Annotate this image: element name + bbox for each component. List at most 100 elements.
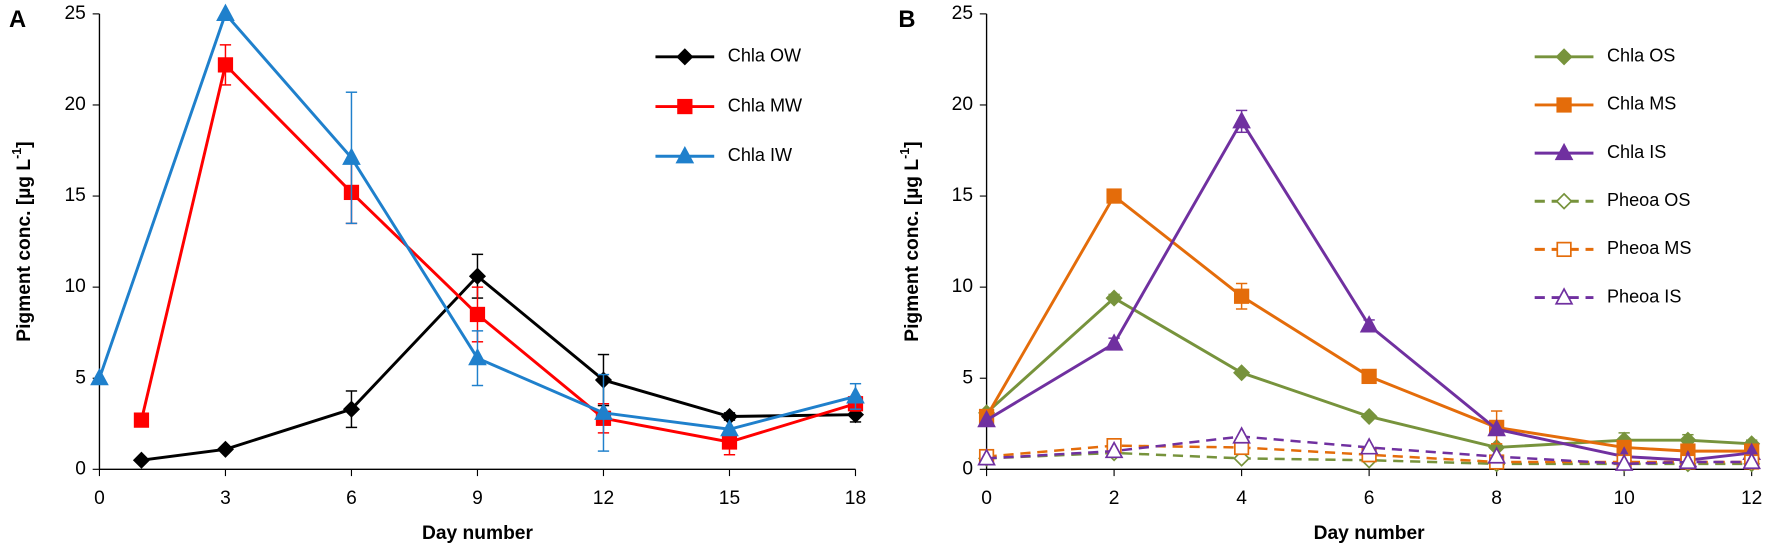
- data-point: [1360, 407, 1378, 426]
- data-point: [1361, 368, 1377, 385]
- x-tick-label: 6: [346, 488, 357, 509]
- data-point: [468, 267, 487, 285]
- legend-label: Pheoa OS: [1607, 190, 1690, 210]
- y-axis-label: Pigment conc. [µg L-1]: [898, 141, 923, 341]
- data-point: [846, 386, 865, 404]
- data-point: [469, 306, 486, 323]
- data-point: [90, 367, 109, 386]
- data-point: [217, 57, 234, 73]
- x-tick-label: 0: [94, 488, 105, 509]
- legend-label: Chla OS: [1607, 46, 1675, 66]
- y-axis-label-part: Pigment conc. [µg L: [14, 159, 35, 342]
- series-line: [985, 296, 1752, 449]
- data-point: [216, 3, 235, 21]
- legend-label: Chla MS: [1607, 94, 1676, 114]
- series-line: [986, 451, 1752, 466]
- panel: B 0 5 10 15 20 25 0 2 4 6 8 10 12 Day number Pigment co…: [898, 3, 1762, 544]
- y-axis-label: Pigment conc. [µg L-1]: [10, 141, 35, 341]
- legend-marker: [1555, 192, 1573, 210]
- legend-label: Pheoa MS: [1607, 238, 1691, 258]
- x-tick-label: 6: [1364, 488, 1375, 509]
- series-line: [985, 118, 1752, 462]
- y-axis-label-part: -1: [10, 148, 24, 159]
- y-axis-label-part: -1: [898, 148, 912, 159]
- series-line: [140, 61, 856, 444]
- data-point: [1233, 288, 1250, 304]
- x-tick-label: 3: [220, 488, 231, 509]
- y-tick-label: 15: [952, 185, 973, 206]
- legend-marker: [1554, 142, 1574, 161]
- y-tick-label: 0: [75, 458, 86, 479]
- legend-marker: [1556, 241, 1572, 258]
- y-tick-label: 5: [962, 367, 973, 388]
- data-point: [1614, 453, 1634, 471]
- x-tick-label: 15: [719, 488, 740, 509]
- data-point: [342, 400, 361, 418]
- x-tick-label: 2: [1109, 488, 1120, 509]
- x-tick-label: 8: [1491, 488, 1502, 509]
- panel: A 0 5 10 15 20 25 0 3 6 9 12 15 18 Day number Pigment c…: [9, 3, 866, 544]
- x-tick-label: 18: [845, 488, 866, 509]
- x-tick-label: 12: [593, 488, 614, 509]
- data-point: [720, 418, 739, 437]
- data-point: [132, 451, 150, 469]
- y-tick-label: 15: [65, 185, 86, 206]
- data-point: [1232, 111, 1251, 129]
- data-point: [1104, 440, 1124, 459]
- legend-label: Chla MW: [728, 95, 802, 115]
- legend-marker: [1555, 48, 1573, 66]
- legend-marker: [677, 98, 693, 115]
- legend-label: Pheoa IS: [1607, 286, 1681, 306]
- data-point: [216, 440, 234, 458]
- x-axis-label: Day number: [422, 523, 534, 544]
- data-point: [133, 412, 150, 428]
- data-point: [594, 402, 613, 420]
- data-point: [1104, 333, 1124, 351]
- data-point: [1106, 188, 1122, 204]
- series-line: [985, 193, 1752, 453]
- x-axis-label: Day number: [1314, 523, 1426, 544]
- series-line: [986, 435, 1752, 466]
- y-tick-label: 20: [952, 94, 973, 115]
- data-point: [1487, 446, 1506, 464]
- y-tick-label: 10: [952, 276, 973, 297]
- data-point: [1233, 364, 1251, 382]
- y-tick-label: 10: [65, 276, 86, 297]
- series-line: [986, 444, 1752, 464]
- data-point: [468, 347, 487, 366]
- data-point: [1678, 451, 1698, 470]
- data-point: [1359, 437, 1379, 455]
- data-point: [721, 434, 738, 450]
- legend-marker: [675, 146, 695, 164]
- data-point: [342, 147, 361, 165]
- data-point: [1105, 289, 1123, 307]
- data-point: [1232, 426, 1251, 444]
- x-tick-label: 4: [1236, 488, 1247, 509]
- y-tick-label: 0: [962, 458, 973, 479]
- y-tick-label: 5: [75, 367, 86, 388]
- data-point: [1487, 418, 1506, 437]
- x-tick-label: 0: [981, 488, 992, 509]
- legend-label: Chla IW: [728, 145, 792, 165]
- y-tick-label: 25: [952, 3, 973, 24]
- y-tick-label: 25: [65, 3, 86, 24]
- legend-marker: [676, 48, 694, 66]
- x-tick-label: 12: [1741, 488, 1762, 509]
- x-tick-label: 10: [1613, 488, 1634, 509]
- y-axis-label-part: ]: [14, 141, 35, 147]
- legend-label: Chla OW: [728, 46, 801, 66]
- data-point: [1359, 315, 1379, 333]
- data-point: [977, 448, 996, 466]
- y-tick-label: 20: [65, 94, 86, 115]
- x-tick-label: 9: [472, 488, 483, 509]
- y-axis-label-part: ]: [902, 141, 923, 147]
- legend-marker: [1556, 97, 1572, 113]
- data-point: [1742, 451, 1761, 470]
- panel-label: A: [9, 7, 26, 33]
- legend-label: Chla IS: [1607, 142, 1666, 162]
- panel-label: B: [898, 7, 915, 33]
- data-point: [977, 409, 996, 428]
- y-axis-label-part: Pigment conc. [µg L: [902, 159, 923, 342]
